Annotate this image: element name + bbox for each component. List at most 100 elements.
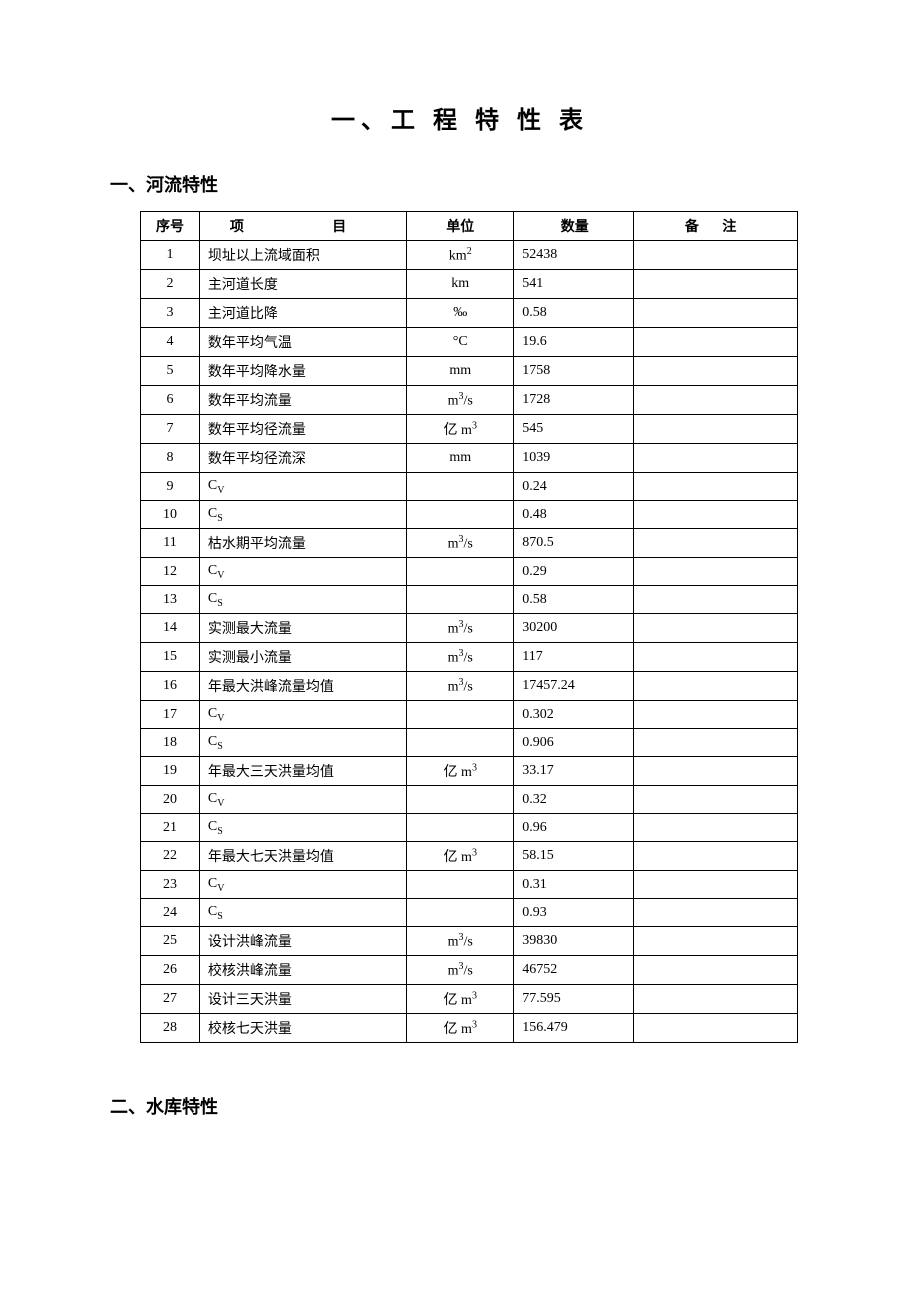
- cell-note: [634, 241, 798, 270]
- cell-unit: mm: [407, 444, 514, 473]
- header-seq: 序号: [141, 212, 200, 241]
- cell-item: 校核七天洪量: [199, 1014, 406, 1043]
- cell-qty: 1039: [514, 444, 634, 473]
- table-row: 2主河道长度km541: [141, 270, 798, 299]
- cell-seq: 12: [141, 558, 200, 586]
- cell-item: CV: [199, 786, 406, 814]
- cell-qty: 17457.24: [514, 672, 634, 701]
- cell-unit: m3/s: [407, 614, 514, 643]
- cell-qty: 870.5: [514, 529, 634, 558]
- cell-qty: 0.32: [514, 786, 634, 814]
- cell-qty: 541: [514, 270, 634, 299]
- cell-unit: m3/s: [407, 643, 514, 672]
- cell-item: 年最大洪峰流量均值: [199, 672, 406, 701]
- table-row: 18CS0.906: [141, 729, 798, 757]
- cell-note: [634, 701, 798, 729]
- cell-qty: 52438: [514, 241, 634, 270]
- cell-seq: 15: [141, 643, 200, 672]
- cell-seq: 4: [141, 328, 200, 357]
- cell-note: [634, 985, 798, 1014]
- cell-note: [634, 415, 798, 444]
- cell-seq: 22: [141, 842, 200, 871]
- cell-note: [634, 386, 798, 415]
- cell-unit: °C: [407, 328, 514, 357]
- cell-note: [634, 842, 798, 871]
- cell-qty: 19.6: [514, 328, 634, 357]
- cell-item: 数年平均径流深: [199, 444, 406, 473]
- cell-qty: 117: [514, 643, 634, 672]
- table-row: 20CV 0.32: [141, 786, 798, 814]
- cell-note: [634, 672, 798, 701]
- cell-note: [634, 786, 798, 814]
- table-row: 16年最大洪峰流量均值m3/s17457.24: [141, 672, 798, 701]
- cell-unit: [407, 729, 514, 757]
- cell-qty: 30200: [514, 614, 634, 643]
- table-row: 4数年平均气温°C19.6: [141, 328, 798, 357]
- cell-unit: 亿 m3: [407, 757, 514, 786]
- cell-unit: ‰: [407, 299, 514, 328]
- cell-item: 数年平均流量: [199, 386, 406, 415]
- cell-unit: m3/s: [407, 529, 514, 558]
- table-row: 13CS0.58: [141, 586, 798, 614]
- cell-item: CS: [199, 899, 406, 927]
- cell-qty: 0.58: [514, 586, 634, 614]
- cell-unit: 亿 m3: [407, 985, 514, 1014]
- cell-unit: km2: [407, 241, 514, 270]
- cell-qty: 33.17: [514, 757, 634, 786]
- cell-item: 实测最大流量: [199, 614, 406, 643]
- table-header-row: 序号 项目 单位 数量 备 注: [141, 212, 798, 241]
- cell-seq: 17: [141, 701, 200, 729]
- cell-qty: 0.24: [514, 473, 634, 501]
- header-unit: 单位: [407, 212, 514, 241]
- cell-seq: 5: [141, 357, 200, 386]
- cell-unit: km: [407, 270, 514, 299]
- header-item: 项目: [199, 212, 406, 241]
- cell-seq: 11: [141, 529, 200, 558]
- cell-qty: 0.93: [514, 899, 634, 927]
- cell-unit: 亿 m3: [407, 842, 514, 871]
- cell-note: [634, 927, 798, 956]
- cell-item: 校核洪峰流量: [199, 956, 406, 985]
- cell-unit: [407, 473, 514, 501]
- cell-unit: [407, 871, 514, 899]
- cell-unit: [407, 786, 514, 814]
- table-row: 10CS0.48: [141, 501, 798, 529]
- cell-seq: 18: [141, 729, 200, 757]
- table-row: 24CS0.93: [141, 899, 798, 927]
- table-row: 25设计洪峰流量m3/s39830: [141, 927, 798, 956]
- cell-unit: [407, 701, 514, 729]
- cell-seq: 21: [141, 814, 200, 842]
- cell-item: CV: [199, 871, 406, 899]
- cell-note: [634, 643, 798, 672]
- table-row: 1坝址以上流域面积km252438: [141, 241, 798, 270]
- cell-qty: 0.302: [514, 701, 634, 729]
- cell-seq: 28: [141, 1014, 200, 1043]
- cell-unit: [407, 586, 514, 614]
- table-row: 14实测最大流量m3/s30200: [141, 614, 798, 643]
- cell-note: [634, 614, 798, 643]
- cell-seq: 6: [141, 386, 200, 415]
- cell-seq: 16: [141, 672, 200, 701]
- cell-item: 设计洪峰流量: [199, 927, 406, 956]
- cell-note: [634, 501, 798, 529]
- cell-note: [634, 757, 798, 786]
- cell-seq: 23: [141, 871, 200, 899]
- header-qty: 数量: [514, 212, 634, 241]
- table-row: 19年最大三天洪量均值亿 m333.17: [141, 757, 798, 786]
- table-row: 28校核七天洪量亿 m3156.479: [141, 1014, 798, 1043]
- table-row: 26校核洪峰流量m3/s46752: [141, 956, 798, 985]
- section-1-title: 一、河流特性: [110, 171, 810, 197]
- cell-qty: 0.906: [514, 729, 634, 757]
- cell-item: 设计三天洪量: [199, 985, 406, 1014]
- cell-qty: 0.96: [514, 814, 634, 842]
- cell-seq: 13: [141, 586, 200, 614]
- cell-unit: [407, 899, 514, 927]
- table-row: 9CV0.24: [141, 473, 798, 501]
- cell-item: 实测最小流量: [199, 643, 406, 672]
- table-body: 1坝址以上流域面积km2524382主河道长度km5413主河道比降‰0.584…: [141, 241, 798, 1043]
- cell-unit: 亿 m3: [407, 1014, 514, 1043]
- cell-seq: 27: [141, 985, 200, 1014]
- cell-seq: 20: [141, 786, 200, 814]
- cell-note: [634, 270, 798, 299]
- cell-seq: 3: [141, 299, 200, 328]
